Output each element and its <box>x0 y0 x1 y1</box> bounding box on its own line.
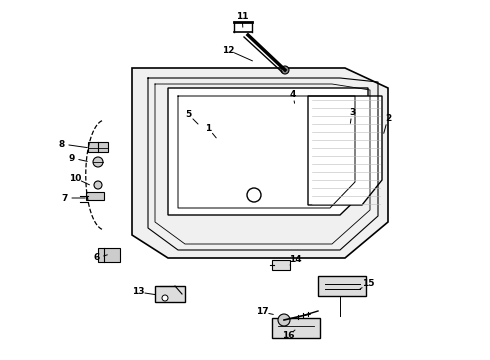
Text: 17: 17 <box>256 307 269 316</box>
Text: 6: 6 <box>94 253 100 262</box>
Text: 2: 2 <box>385 113 391 122</box>
Text: 7: 7 <box>62 194 68 202</box>
Text: 14: 14 <box>289 256 301 265</box>
Text: 10: 10 <box>69 174 81 183</box>
Polygon shape <box>168 88 368 215</box>
Bar <box>155 286 185 302</box>
Circle shape <box>94 181 102 189</box>
Text: 5: 5 <box>185 109 191 118</box>
Polygon shape <box>308 96 382 205</box>
Bar <box>272 318 320 338</box>
Circle shape <box>281 66 289 74</box>
Polygon shape <box>132 68 388 258</box>
Text: 16: 16 <box>282 332 294 341</box>
Text: 3: 3 <box>349 108 355 117</box>
Text: 15: 15 <box>362 279 374 288</box>
Bar <box>318 276 366 296</box>
Circle shape <box>247 188 261 202</box>
Text: 4: 4 <box>290 90 296 99</box>
Text: 13: 13 <box>132 288 144 297</box>
Circle shape <box>162 295 168 301</box>
Text: 8: 8 <box>59 140 65 149</box>
Text: 9: 9 <box>69 153 75 162</box>
Bar <box>272 260 290 270</box>
Bar <box>88 142 108 152</box>
Bar <box>98 248 120 262</box>
Text: 12: 12 <box>222 45 234 54</box>
Circle shape <box>278 314 290 326</box>
Bar <box>86 192 104 200</box>
Circle shape <box>93 157 103 167</box>
Text: 11: 11 <box>236 12 248 21</box>
Text: 1: 1 <box>205 123 211 132</box>
